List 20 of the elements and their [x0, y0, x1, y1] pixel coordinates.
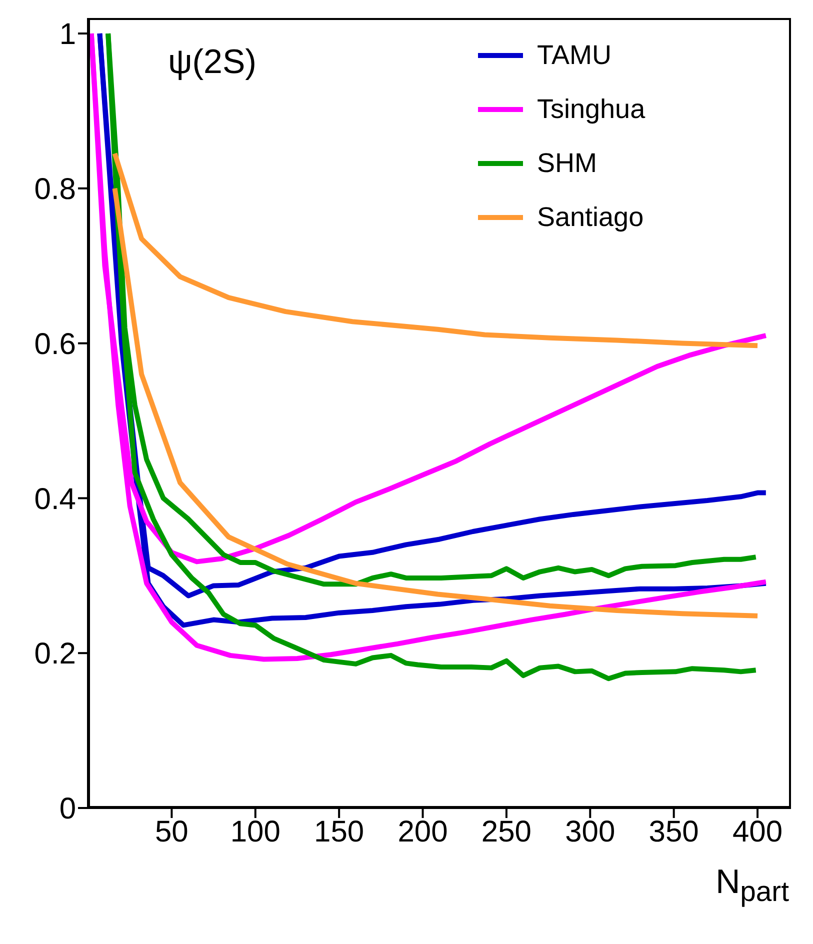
legend-label: Santiago — [537, 202, 644, 232]
legend-label: Tsinghua — [537, 94, 646, 124]
y-tick-label: 0.6 — [34, 328, 76, 361]
x-tick-label: 400 — [732, 815, 783, 848]
x-tick-label: 250 — [481, 815, 532, 848]
x-tick-label: 150 — [314, 815, 364, 848]
x-tick-label: 50 — [155, 815, 188, 848]
legend-label: TAMU — [537, 40, 612, 70]
y-tick-label: 0 — [59, 792, 76, 826]
x-axis-title: N$_{part}$ — [716, 862, 789, 910]
y-tick-label: 0.4 — [34, 482, 76, 516]
y-tick-label: 1 — [59, 18, 76, 52]
x-tick-label: 200 — [398, 815, 448, 848]
x-tick-label: 100 — [230, 815, 280, 848]
x-tick-label: 350 — [648, 815, 699, 848]
annotation: ψ(2S) — [168, 43, 256, 82]
legend-label: SHM — [537, 148, 597, 178]
y-tick-label: 0.8 — [34, 173, 76, 206]
x-tick-label: 300 — [565, 815, 616, 848]
y-tick-label: 0.2 — [34, 638, 76, 671]
